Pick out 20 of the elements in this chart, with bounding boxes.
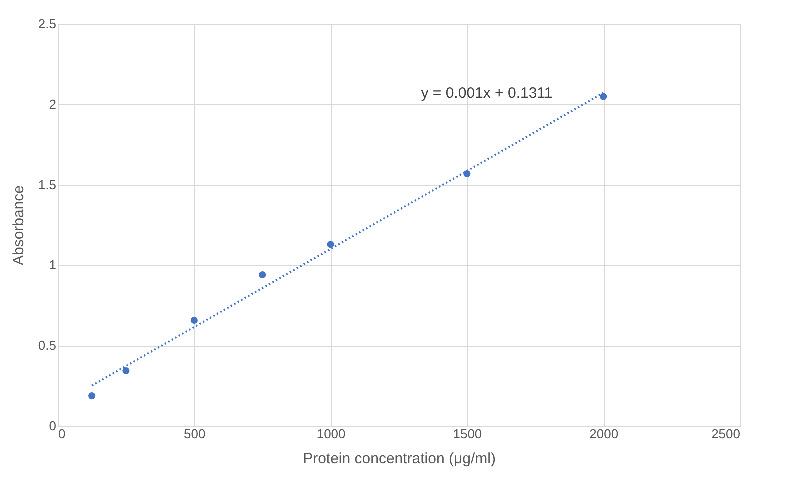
point — [259, 271, 266, 279]
point — [122, 367, 130, 375]
y-tick-label: 1.5 — [38, 177, 56, 192]
x-tick-label: 0 — [58, 426, 66, 442]
y-tick-label: 2.5 — [38, 16, 56, 32]
annotation: y = 0.001x + 0.1311 — [421, 85, 553, 102]
y-tick-label: 1 — [49, 258, 56, 273]
point — [190, 316, 198, 324]
x-tick-label: 1000 — [316, 426, 346, 442]
y-tick-label: 0.5 — [38, 338, 56, 354]
x-tick-label: 2500 — [712, 426, 740, 442]
point — [88, 392, 96, 400]
y-axis-title: Absorbance — [10, 185, 28, 266]
point — [327, 241, 334, 248]
y-tick-label: 2 — [49, 96, 56, 112]
point — [600, 93, 608, 100]
x-axis-title: Protein concentration (μg/ml) — [303, 450, 496, 468]
x-tick-label: 500 — [184, 426, 206, 442]
x-tick-label: 1500 — [453, 426, 482, 442]
x-tick-label: 2000 — [590, 426, 619, 442]
